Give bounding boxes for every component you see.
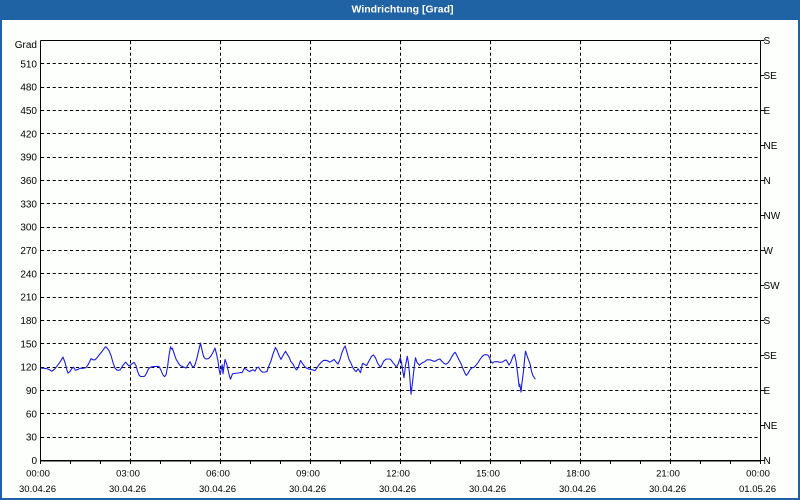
svg-text:E: E — [764, 386, 771, 397]
svg-text:120: 120 — [20, 363, 37, 374]
svg-text:300: 300 — [20, 223, 37, 234]
svg-text:180: 180 — [20, 316, 37, 327]
svg-text:18:00: 18:00 — [566, 469, 590, 480]
svg-text:60: 60 — [26, 409, 38, 420]
svg-text:N: N — [764, 456, 771, 467]
svg-text:510: 510 — [20, 59, 37, 70]
svg-text:06:00: 06:00 — [206, 469, 230, 480]
svg-text:01.05.26: 01.05.26 — [739, 484, 776, 495]
svg-text:Grad: Grad — [15, 40, 37, 51]
svg-text:21:00: 21:00 — [656, 469, 680, 480]
svg-text:S: S — [764, 316, 771, 327]
svg-text:30.04.26: 30.04.26 — [109, 484, 146, 495]
svg-text:09:00: 09:00 — [296, 469, 320, 480]
svg-text:E: E — [764, 106, 771, 117]
svg-text:0: 0 — [31, 456, 37, 467]
svg-text:12:00: 12:00 — [386, 469, 410, 480]
svg-text:30.04.26: 30.04.26 — [379, 484, 416, 495]
svg-text:450: 450 — [20, 106, 37, 117]
svg-text:00:00: 00:00 — [746, 469, 770, 480]
svg-text:SE: SE — [764, 351, 778, 362]
svg-text:S: S — [764, 36, 771, 47]
svg-text:330: 330 — [20, 199, 37, 210]
svg-text:15:00: 15:00 — [476, 469, 500, 480]
svg-text:30: 30 — [26, 433, 38, 444]
svg-text:NE: NE — [764, 141, 778, 152]
svg-text:420: 420 — [20, 129, 37, 140]
svg-text:SW: SW — [764, 281, 781, 292]
svg-text:240: 240 — [20, 269, 37, 280]
svg-text:150: 150 — [20, 339, 37, 350]
svg-text:00:00: 00:00 — [26, 469, 50, 480]
svg-text:480: 480 — [20, 83, 37, 94]
svg-text:390: 390 — [20, 153, 37, 164]
svg-text:NE: NE — [764, 421, 778, 432]
svg-text:W: W — [764, 246, 774, 257]
svg-text:SE: SE — [764, 71, 778, 82]
svg-text:Windrichtung [Grad]: Windrichtung [Grad] — [352, 4, 454, 16]
svg-text:NW: NW — [764, 211, 781, 222]
svg-text:30.04.26: 30.04.26 — [19, 484, 56, 495]
svg-text:30.04.26: 30.04.26 — [469, 484, 506, 495]
svg-text:210: 210 — [20, 293, 37, 304]
svg-text:03:00: 03:00 — [116, 469, 140, 480]
svg-text:30.04.26: 30.04.26 — [199, 484, 236, 495]
svg-text:N: N — [764, 176, 771, 187]
svg-text:90: 90 — [26, 386, 38, 397]
svg-text:30.04.26: 30.04.26 — [559, 484, 596, 495]
svg-text:30.04.26: 30.04.26 — [289, 484, 326, 495]
svg-text:360: 360 — [20, 176, 37, 187]
svg-text:30.04.26: 30.04.26 — [649, 484, 686, 495]
svg-text:270: 270 — [20, 246, 37, 257]
